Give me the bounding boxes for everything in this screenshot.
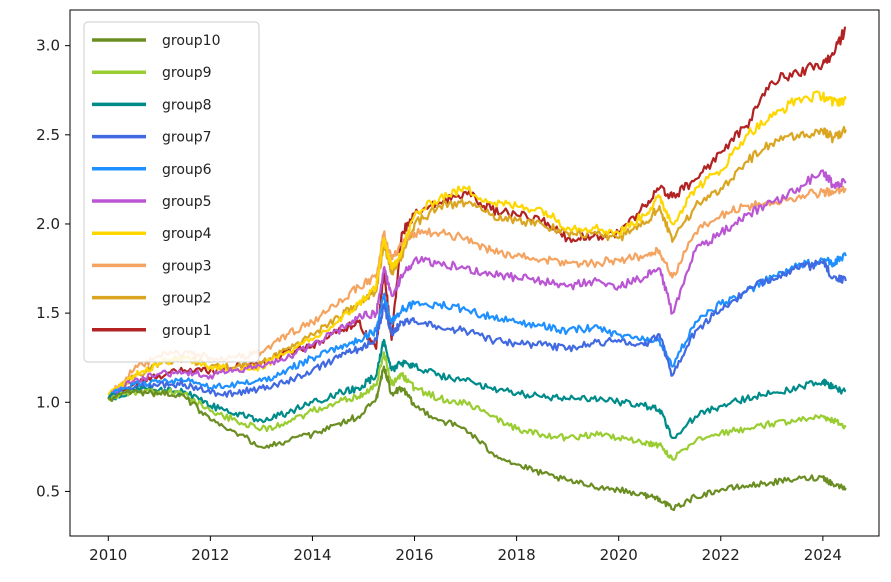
series-line-group5 xyxy=(107,169,847,401)
legend-label-group5: group5 xyxy=(162,194,212,210)
legend-label-group3: group3 xyxy=(162,258,212,274)
series-line-group6 xyxy=(108,252,847,399)
legend-label-group2: group2 xyxy=(162,291,212,307)
legend-label-group4: group4 xyxy=(162,226,212,242)
y-axis: 0.5 1.0 1.5 2.0 2.5 3.0 xyxy=(36,37,70,500)
legend-label-group8: group8 xyxy=(162,97,212,113)
y-tick-label-0.5: 0.5 xyxy=(36,482,60,500)
y-tick-label-2.5: 2.5 xyxy=(36,126,60,144)
series-line-group10 xyxy=(108,365,847,512)
x-axis: 2010 2012 2014 2016 2018 2020 2022 2024 xyxy=(89,536,842,564)
x-tick-label-2010: 2010 xyxy=(89,546,127,564)
plot-frame xyxy=(69,9,880,537)
y-tick-label-1.0: 1.0 xyxy=(36,393,60,411)
series-line-group4 xyxy=(107,90,847,396)
x-tick-label-2020: 2020 xyxy=(600,546,638,564)
legend-label-group9: group9 xyxy=(162,65,212,81)
x-tick-label-2014: 2014 xyxy=(293,546,331,564)
x-tick-label-2018: 2018 xyxy=(498,546,536,564)
series-line-group8 xyxy=(107,338,847,439)
x-tick-label-2022: 2022 xyxy=(702,546,740,564)
x-tick-label-2012: 2012 xyxy=(191,546,229,564)
legend: group10 group9 group8 group7 group6 group5 gro… xyxy=(83,21,260,363)
legend-box xyxy=(83,21,260,363)
x-tick-label-2016: 2016 xyxy=(395,546,433,564)
x-tick-label-2024: 2024 xyxy=(804,546,842,564)
y-tick-label-1.5: 1.5 xyxy=(36,304,60,322)
series-line-group7 xyxy=(107,259,847,401)
legend-label-group10: group10 xyxy=(162,33,220,49)
y-tick-label-2.0: 2.0 xyxy=(36,215,60,233)
series-line-group9 xyxy=(107,351,847,461)
legend-label-group7: group7 xyxy=(162,130,212,146)
y-tick-label-3.0: 3.0 xyxy=(36,37,60,55)
legend-label-group1: group1 xyxy=(162,323,212,339)
legend-label-group6: group6 xyxy=(162,162,212,178)
